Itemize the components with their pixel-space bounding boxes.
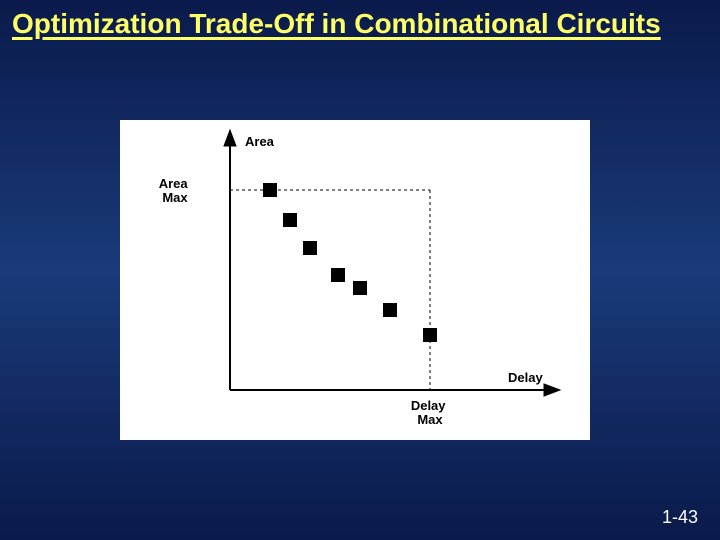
x-axis-label: Delay — [508, 370, 543, 385]
page-number: 1-43 — [662, 507, 698, 528]
chart-panel: Area Delay Area Max Delay Max — [120, 120, 590, 440]
data-point — [383, 303, 397, 317]
data-point — [423, 328, 437, 342]
area-max-label: Area Max — [159, 176, 192, 205]
data-point — [263, 183, 277, 197]
slide-title: Optimization Trade-Off in Combinational … — [12, 8, 708, 40]
data-point — [353, 281, 367, 295]
slide: Optimization Trade-Off in Combinational … — [0, 0, 720, 540]
y-axis-arrow — [224, 130, 236, 146]
y-axis-label: Area — [245, 134, 275, 149]
data-points — [263, 183, 437, 342]
data-point — [331, 268, 345, 282]
data-point — [283, 213, 297, 227]
delay-max-label: Delay Max — [411, 398, 449, 427]
data-point — [303, 241, 317, 255]
x-axis-arrow — [544, 384, 560, 396]
tradeoff-chart: Area Delay Area Max Delay Max — [120, 120, 590, 440]
